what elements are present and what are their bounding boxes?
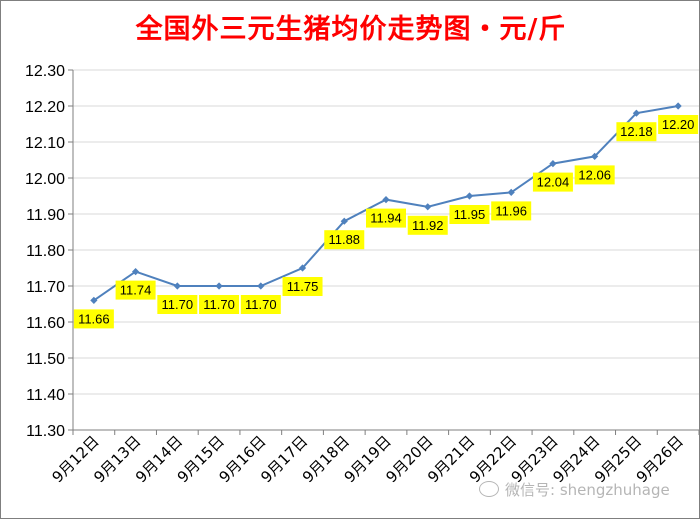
- data-label-text: 11.70: [162, 297, 194, 312]
- data-point: [465, 192, 474, 200]
- data-label: 12.18: [616, 122, 657, 142]
- data-label-box: [449, 205, 490, 224]
- data-label-box: [199, 295, 240, 314]
- data-point: [298, 264, 307, 272]
- data-point: [591, 152, 599, 160]
- data-label: 11.74: [115, 280, 156, 300]
- data-label-box: [658, 115, 699, 134]
- y-axis-ticks: 11.30 11.40 11.50 11.60 11.70 11.80 11.90 12.00…: [25, 63, 65, 440]
- data-label-box: [324, 230, 365, 250]
- gridlines: [73, 69, 699, 395]
- data-label: 12.06: [574, 165, 615, 185]
- data-point: [674, 102, 682, 110]
- y-tick-label: 12.00: [25, 171, 65, 188]
- data-point: [90, 296, 98, 304]
- data-label-box: [282, 277, 323, 296]
- series-polyline: [93, 105, 679, 302]
- data-label-text: 11.94: [370, 211, 402, 226]
- data-label-text: 11.74: [120, 283, 152, 298]
- data-label-text: 11.95: [454, 207, 486, 222]
- data-label-text: 12.18: [620, 124, 653, 139]
- data-label-box: [491, 201, 532, 221]
- data-label: 11.95: [449, 205, 490, 224]
- data-label: 12.20: [658, 115, 699, 134]
- data-label-box: [73, 309, 114, 329]
- data-label-text: 11.70: [245, 297, 277, 312]
- data-label: 11.96: [491, 201, 532, 221]
- data-label: 11.88: [324, 230, 365, 250]
- data-label-box: [366, 208, 406, 228]
- data-label: 11.75: [282, 277, 323, 296]
- y-tick-label: 11.60: [26, 315, 65, 332]
- y-tick-label: 11.50: [26, 351, 65, 368]
- series-line: [93, 105, 679, 302]
- chart-title: 全国外三元生猪均价走势图・元/斤: [135, 14, 567, 45]
- axes: [68, 69, 700, 435]
- data-label-text: 12.06: [578, 167, 611, 182]
- data-label: 11.70: [157, 295, 198, 314]
- data-label-text: 11.88: [328, 232, 360, 247]
- data-label-text: 11.70: [203, 297, 235, 312]
- data-point: [424, 203, 432, 211]
- data-point: [132, 268, 140, 276]
- data-label: 11.92: [407, 215, 448, 235]
- data-label-text: 12.20: [662, 117, 695, 132]
- data-label-box: [616, 122, 657, 142]
- data-label: 11.70: [199, 295, 240, 314]
- data-point: [382, 196, 390, 204]
- y-tick-label: 11.90: [26, 207, 65, 224]
- data-label-text: 11.96: [495, 203, 527, 218]
- data-point: [507, 188, 515, 196]
- watermark-text: 微信号: shengzhuhage: [505, 481, 670, 499]
- data-label: 11.66: [73, 309, 114, 329]
- y-tick-label: 12.30: [25, 63, 65, 80]
- data-point: [257, 282, 265, 290]
- data-label-box: [574, 165, 615, 185]
- data-point: [173, 282, 181, 290]
- data-label-box: [240, 295, 281, 314]
- data-point: [215, 282, 223, 290]
- data-label-text: 11.75: [287, 279, 319, 294]
- y-tick-label: 11.80: [26, 243, 65, 260]
- y-tick-label: 12.20: [25, 99, 65, 116]
- data-label: 11.70: [240, 295, 281, 314]
- wechat-icon: [479, 481, 499, 497]
- data-label-box: [407, 215, 448, 235]
- watermark: 微信号: shengzhuhage: [479, 479, 670, 500]
- y-tick-label: 11.30: [26, 423, 65, 440]
- data-label-text: 12.04: [537, 175, 570, 190]
- data-labels: 11.66 11.74 11.70 11.70 11.70 11.75 11.88 11.94…: [73, 115, 699, 329]
- data-point: [632, 109, 640, 117]
- data-label-box: [157, 295, 198, 314]
- data-label: 11.94: [366, 208, 406, 228]
- data-point: [340, 217, 348, 225]
- data-label-box: [115, 280, 156, 300]
- data-label: 12.04: [532, 172, 573, 192]
- data-label-box: [532, 172, 573, 192]
- data-label-text: 11.66: [78, 311, 110, 326]
- data-point: [549, 160, 557, 168]
- data-label-text: 11.92: [412, 218, 444, 233]
- y-tick-label: 11.70: [26, 279, 65, 296]
- y-tick-label: 11.40: [26, 387, 65, 404]
- y-tick-label: 12.10: [25, 135, 65, 152]
- data-points: [90, 102, 682, 304]
